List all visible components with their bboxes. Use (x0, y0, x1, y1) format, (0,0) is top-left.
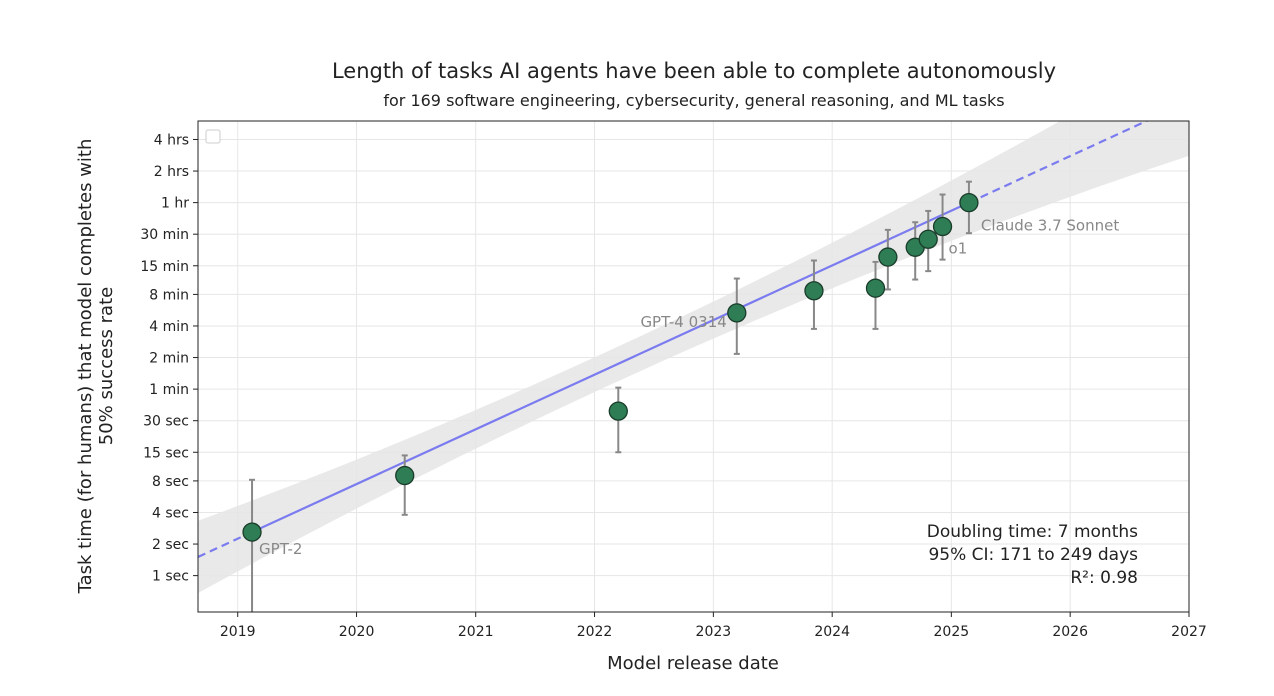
confidence-band (198, 121, 1189, 594)
y-tick-label: 8 sec (152, 474, 189, 490)
x-tick-label: 2025 (934, 624, 970, 640)
y-axis-label-line-1: Task time (for humans) that model comple… (75, 139, 96, 595)
chart-title: Length of tasks AI agents have been able… (332, 59, 1056, 83)
x-tick-label: 2023 (696, 624, 732, 640)
y-tick-label: 2 sec (152, 537, 189, 553)
data-point (932, 216, 953, 237)
doubling-time-annotation: Doubling time: 7 months (927, 522, 1138, 542)
y-tick-label: 15 min (140, 259, 189, 275)
trend-extrapolation-future (968, 121, 1150, 204)
trend-fit (251, 201, 970, 534)
y-tick-label: 1 min (149, 382, 189, 398)
x-tick-label: 2027 (1171, 624, 1207, 640)
x-tick-label: 2022 (577, 624, 613, 640)
y-axis-ticks: 1 sec 2 sec 4 sec 8 sec 15 sec 30 sec 1 min 2 m… (140, 132, 198, 585)
x-tick-label: 2026 (1052, 624, 1088, 640)
x-tick-label: 2020 (339, 624, 375, 640)
point-label: GPT-2 (259, 540, 302, 558)
confidence-interval-annotation: 95% CI: 171 to 249 days (928, 545, 1138, 565)
data-point (865, 278, 886, 298)
data-point (395, 465, 415, 486)
y-tick-label: 2 hrs (154, 164, 189, 180)
y-tick-label: 4 min (149, 319, 189, 335)
y-tick-label: 4 hrs (154, 132, 189, 148)
x-tick-label: 2021 (458, 624, 494, 640)
x-tick-label: 2019 (220, 624, 256, 640)
y-tick-label: 1 hr (161, 196, 189, 212)
x-axis-ticks: 2019 2020 2021 2022 2023 2024 2025 2026 2027 (220, 612, 1207, 640)
plot-frame (197, 120, 1190, 613)
data-point (878, 247, 898, 267)
chart-subtitle: for 169 software engineering, cybersecur… (383, 91, 1004, 110)
point-label: GPT-4 0314 (640, 313, 726, 331)
y-tick-label: 1 sec (152, 569, 189, 585)
y-tick-label: 8 min (149, 287, 189, 303)
y-tick-label: 15 sec (143, 445, 189, 461)
y-axis-label-line-2: 50% success rate (96, 287, 117, 445)
trend-line (198, 121, 1150, 558)
x-axis-label: Model release date (607, 653, 779, 674)
data-point (242, 522, 262, 542)
x-tick-label: 2024 (814, 624, 850, 640)
point-label: o1 (949, 240, 968, 258)
point-labels: GPT-2 GPT-4 0314 o1 Claude 3.7 Sonnet (259, 217, 1119, 558)
data-point (918, 229, 938, 249)
y-tick-label: 2 min (149, 351, 189, 367)
y-tick-label: 30 min (140, 227, 189, 243)
data-points (242, 192, 979, 542)
data-point (727, 303, 747, 323)
data-point (608, 401, 628, 421)
legend-box (205, 129, 221, 144)
point-label: Claude 3.7 Sonnet (981, 217, 1119, 235)
trend-extrapolation-past (198, 531, 253, 558)
y-tick-label: 4 sec (152, 505, 189, 521)
r-squared-annotation: R²: 0.98 (1070, 568, 1138, 588)
confidence-band-area (198, 121, 1189, 594)
y-tick-label: 30 sec (143, 414, 189, 430)
data-point (959, 192, 979, 213)
data-point (804, 281, 824, 301)
